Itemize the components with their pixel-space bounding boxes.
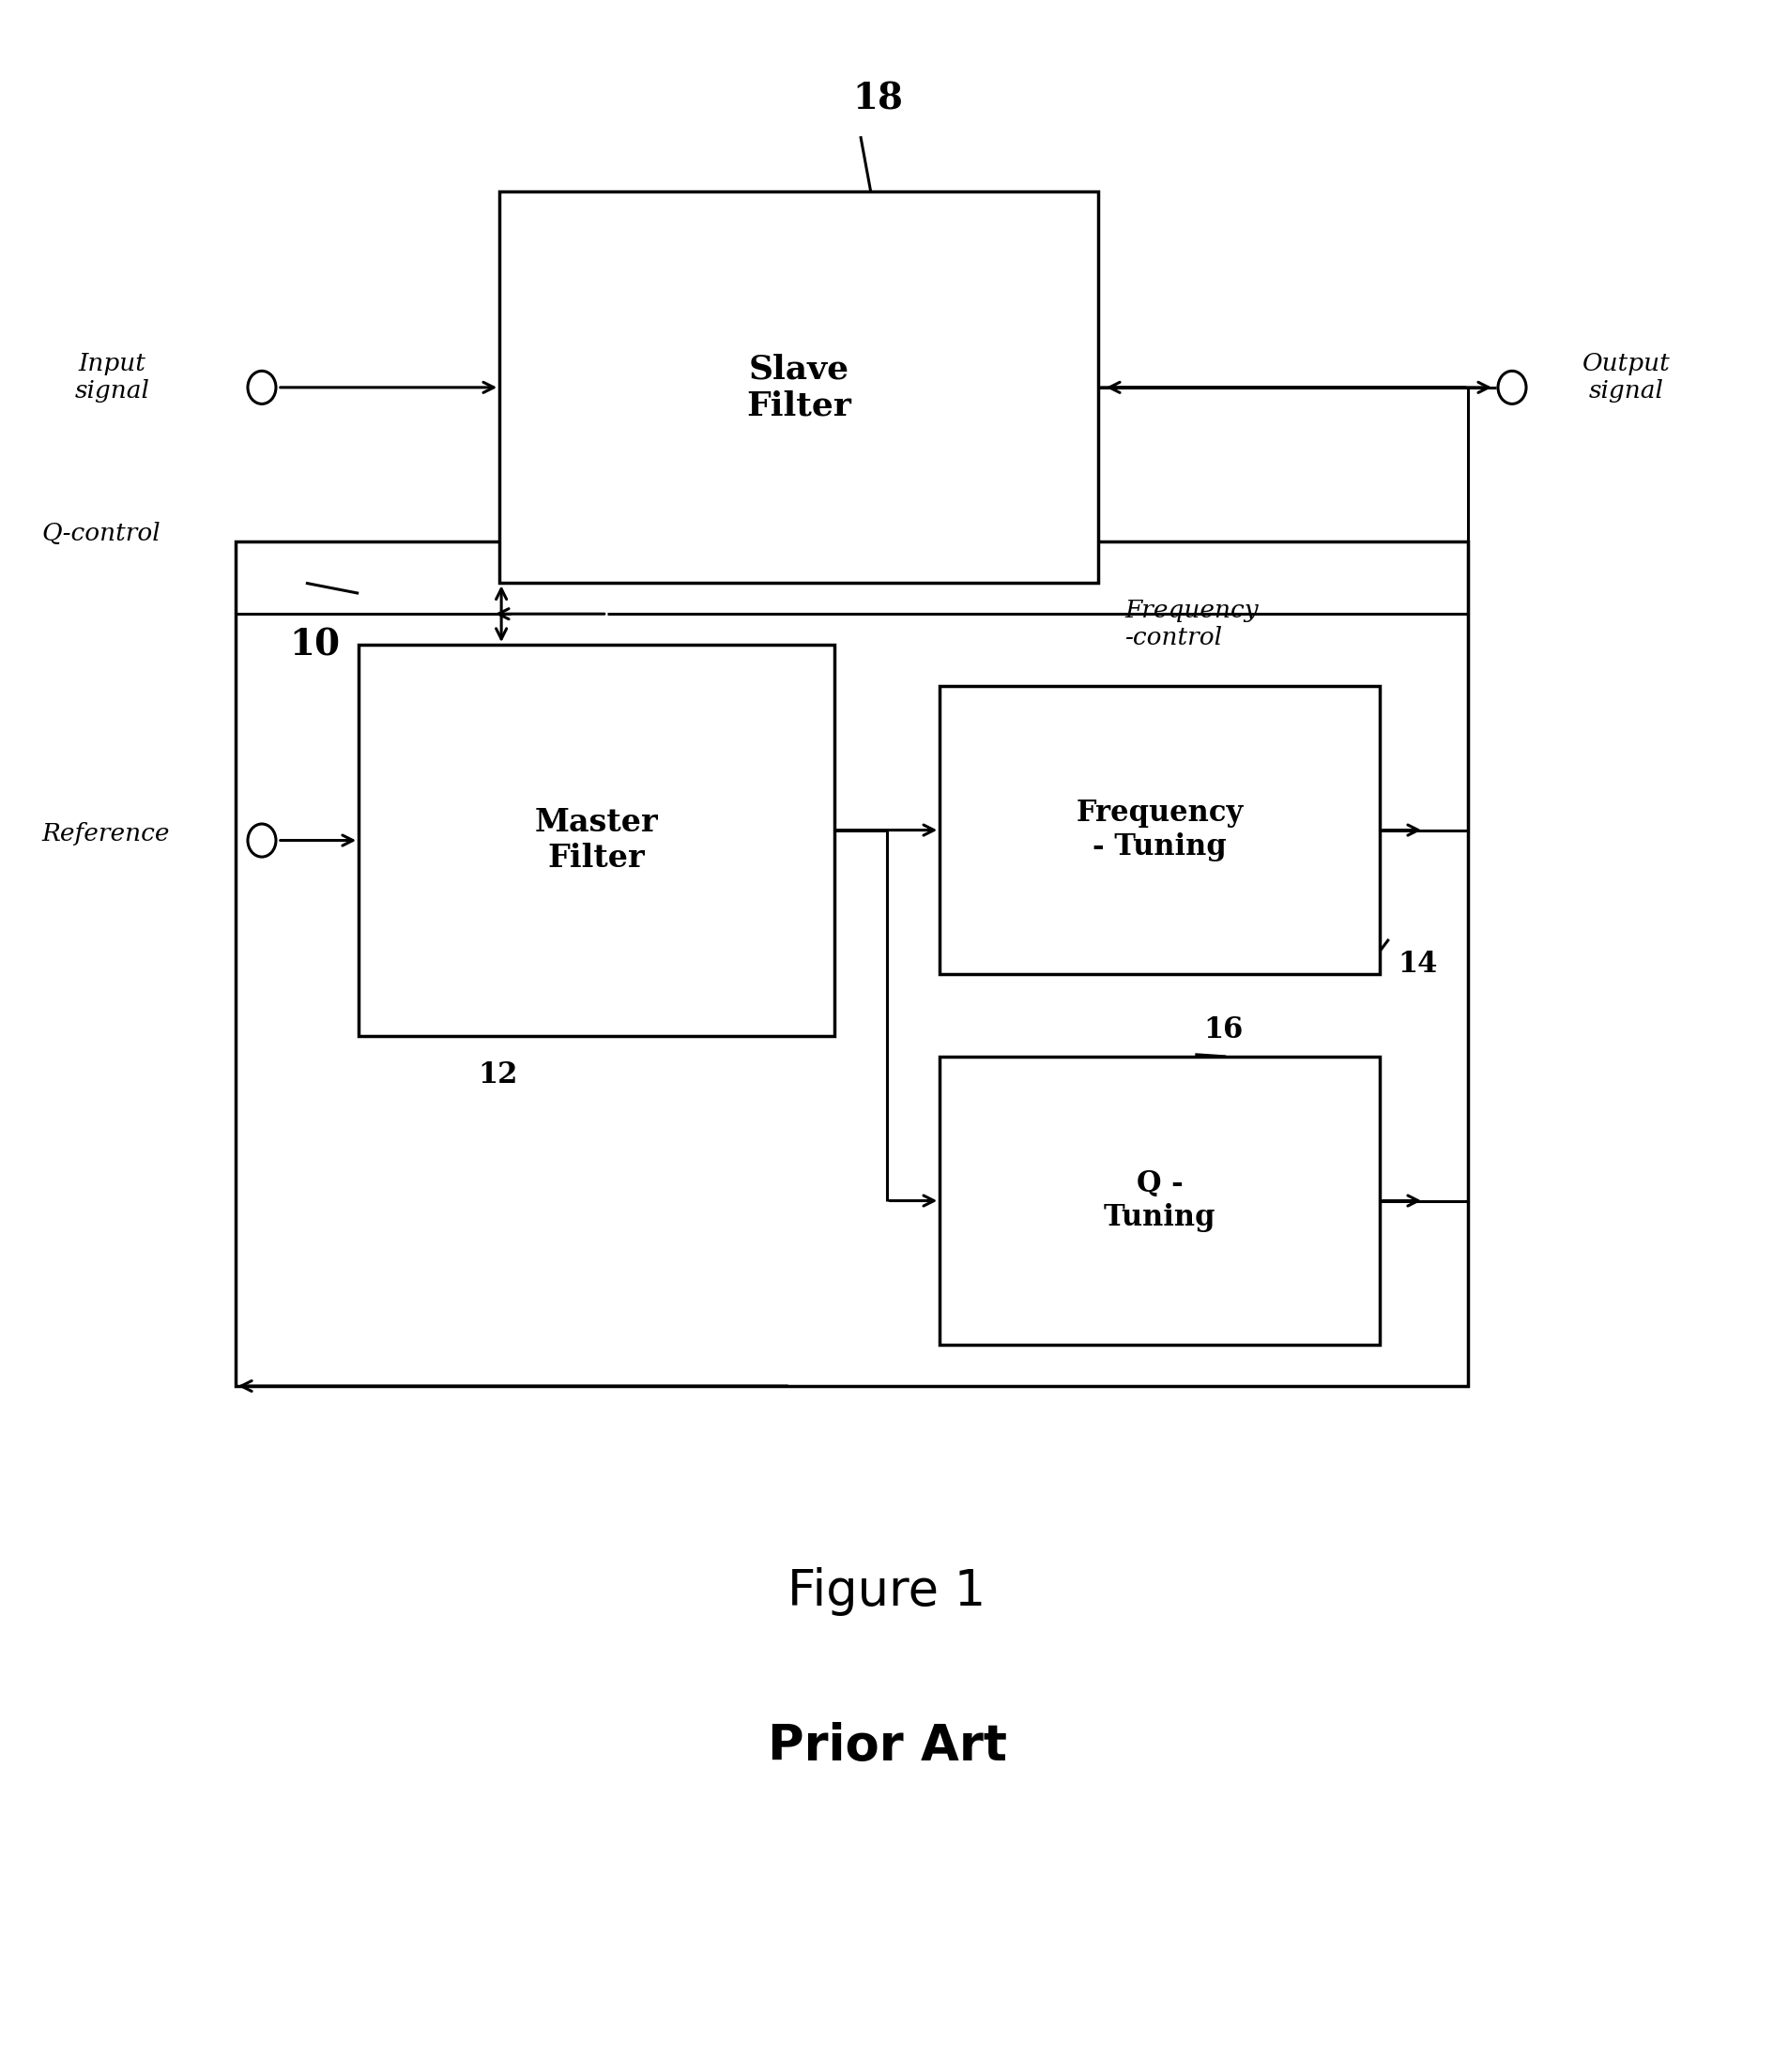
- Text: Frequency
-control: Frequency -control: [1124, 599, 1257, 649]
- Text: Q-control: Q-control: [43, 522, 161, 545]
- Text: Frequency
- Tuning: Frequency - Tuning: [1076, 800, 1243, 862]
- Text: Slave
Filter: Slave Filter: [746, 352, 851, 423]
- Bar: [236, 543, 1468, 1386]
- Text: 18: 18: [853, 81, 902, 116]
- Bar: [940, 1057, 1379, 1345]
- Bar: [940, 686, 1379, 974]
- Bar: [358, 644, 833, 1036]
- Text: Input
signal: Input signal: [74, 352, 149, 402]
- Text: 12: 12: [479, 1061, 518, 1090]
- Text: Prior Art: Prior Art: [768, 1722, 1005, 1772]
- Bar: [500, 193, 1097, 582]
- Text: 16: 16: [1204, 1015, 1243, 1044]
- Text: Reference: Reference: [43, 823, 170, 845]
- Text: 14: 14: [1397, 949, 1436, 978]
- Text: Figure 1: Figure 1: [787, 1569, 986, 1616]
- Text: Master
Filter: Master Filter: [534, 806, 658, 874]
- Text: Q -
Tuning: Q - Tuning: [1103, 1169, 1215, 1233]
- Text: Output
signal: Output signal: [1582, 352, 1670, 402]
- Text: 10: 10: [289, 628, 340, 663]
